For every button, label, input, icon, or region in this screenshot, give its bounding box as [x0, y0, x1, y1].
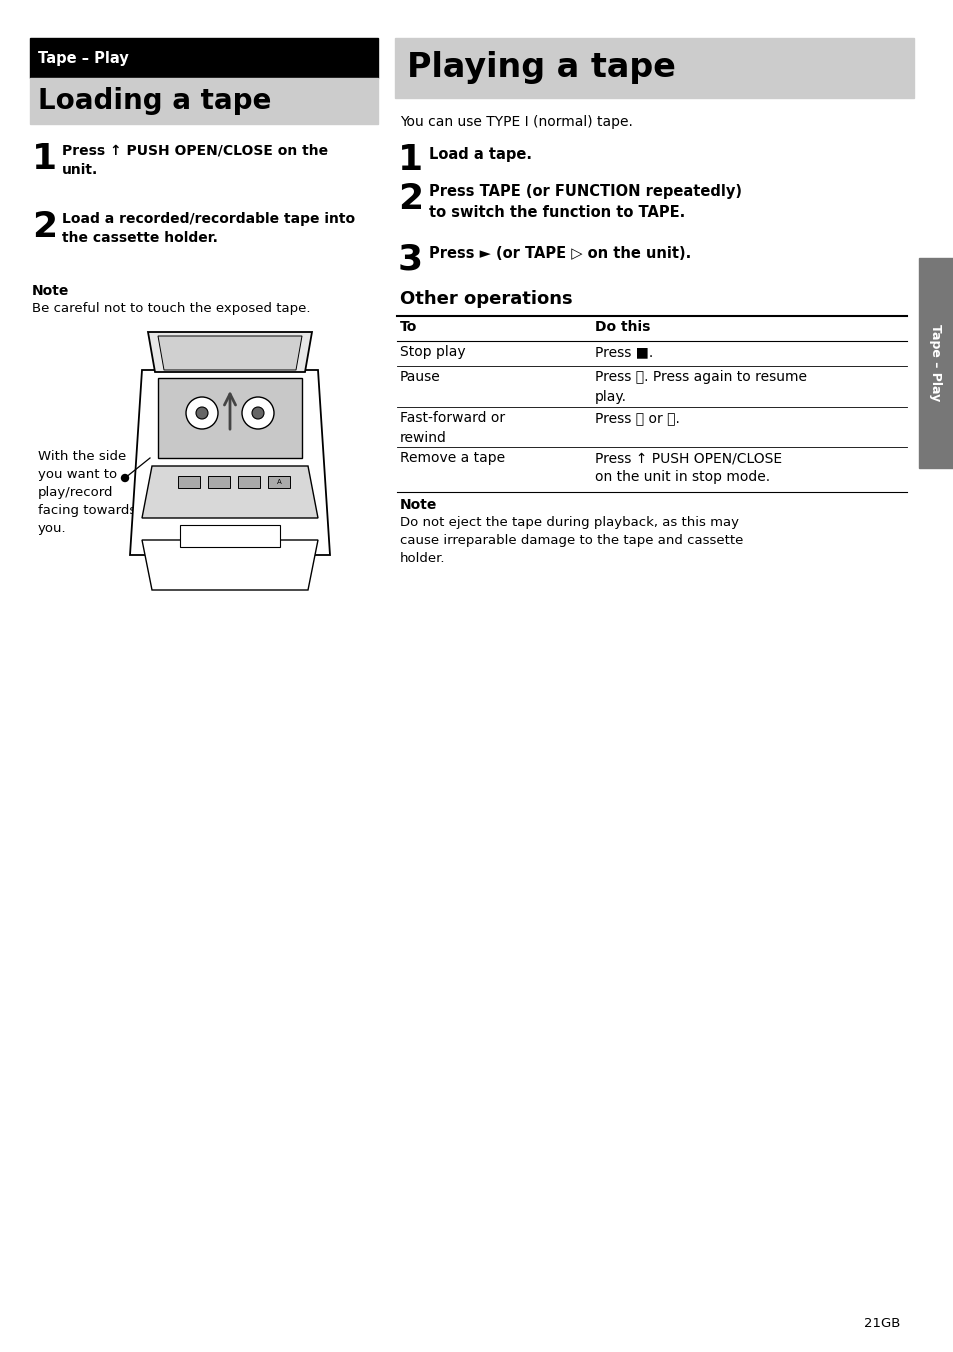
Text: Press ■.: Press ■. [595, 345, 653, 360]
Text: Press TAPE (or FUNCTION repeatedly)
to switch the function to TAPE.: Press TAPE (or FUNCTION repeatedly) to s… [429, 184, 741, 220]
Text: Loading a tape: Loading a tape [38, 87, 271, 115]
Bar [178, 476, 200, 488]
Text: 3: 3 [397, 242, 423, 276]
Text: Do this: Do this [595, 320, 650, 334]
Text: Pause: Pause [399, 370, 440, 384]
Text: Playing a tape: Playing a tape [407, 51, 675, 84]
Circle shape [186, 397, 218, 429]
Text: Be careful not to touch the exposed tape.: Be careful not to touch the exposed tape… [32, 301, 310, 315]
Circle shape [252, 407, 264, 419]
Text: Note: Note [32, 284, 70, 297]
Polygon shape [158, 337, 302, 370]
Text: 2: 2 [32, 210, 57, 243]
Text: Press ⏪ or ⏩.: Press ⏪ or ⏩. [595, 411, 679, 425]
Circle shape [121, 475, 129, 481]
Text: Other operations: Other operations [399, 289, 572, 308]
Text: Fast-forward or
rewind: Fast-forward or rewind [399, 411, 504, 445]
Polygon shape [148, 333, 312, 372]
Bar [180, 525, 280, 548]
Text: Press ⏸. Press again to resume
play.: Press ⏸. Press again to resume play. [595, 370, 806, 403]
Text: Remove a tape: Remove a tape [399, 452, 504, 465]
Text: Press ↑ PUSH OPEN/CLOSE on the
unit.: Press ↑ PUSH OPEN/CLOSE on the unit. [62, 145, 328, 177]
Text: A: A [276, 479, 281, 485]
Text: Stop play: Stop play [399, 345, 465, 360]
Text: Note: Note [399, 498, 436, 512]
Circle shape [242, 397, 274, 429]
Text: Load a tape.: Load a tape. [429, 147, 532, 162]
Text: Do not eject the tape during playback, as this may
cause irreparable damage to t: Do not eject the tape during playback, a… [399, 516, 742, 565]
Text: Load a recorded/recordable tape into
the cassette holder.: Load a recorded/recordable tape into the… [62, 212, 355, 246]
Circle shape [195, 407, 208, 419]
Text: To: To [399, 320, 416, 334]
Text: Tape – Play: Tape – Play [928, 324, 942, 402]
Bar [268, 476, 290, 488]
Bar [237, 476, 260, 488]
Text: 1: 1 [32, 142, 57, 176]
Text: Press ↑ PUSH OPEN/CLOSE
on the unit in stop mode.: Press ↑ PUSH OPEN/CLOSE on the unit in s… [595, 452, 781, 484]
Bar [30, 78, 377, 124]
Text: 1: 1 [397, 143, 423, 177]
Polygon shape [142, 539, 317, 589]
Bar [30, 38, 377, 78]
Bar [208, 476, 230, 488]
Polygon shape [130, 370, 330, 556]
Polygon shape [158, 379, 302, 458]
Bar [395, 38, 913, 97]
Text: With the side
you want to
play/record
facing towards
you.: With the side you want to play/record fa… [38, 450, 136, 535]
Bar [918, 258, 953, 468]
Polygon shape [142, 466, 317, 518]
Text: Tape – Play: Tape – Play [38, 50, 129, 65]
FancyArrowPatch shape [224, 393, 235, 429]
Text: 21GB: 21GB [862, 1317, 899, 1330]
Text: Press ► (or TAPE ▷ on the unit).: Press ► (or TAPE ▷ on the unit). [429, 246, 691, 261]
Text: You can use TYPE I (normal) tape.: You can use TYPE I (normal) tape. [399, 115, 632, 128]
Text: 2: 2 [397, 183, 423, 216]
